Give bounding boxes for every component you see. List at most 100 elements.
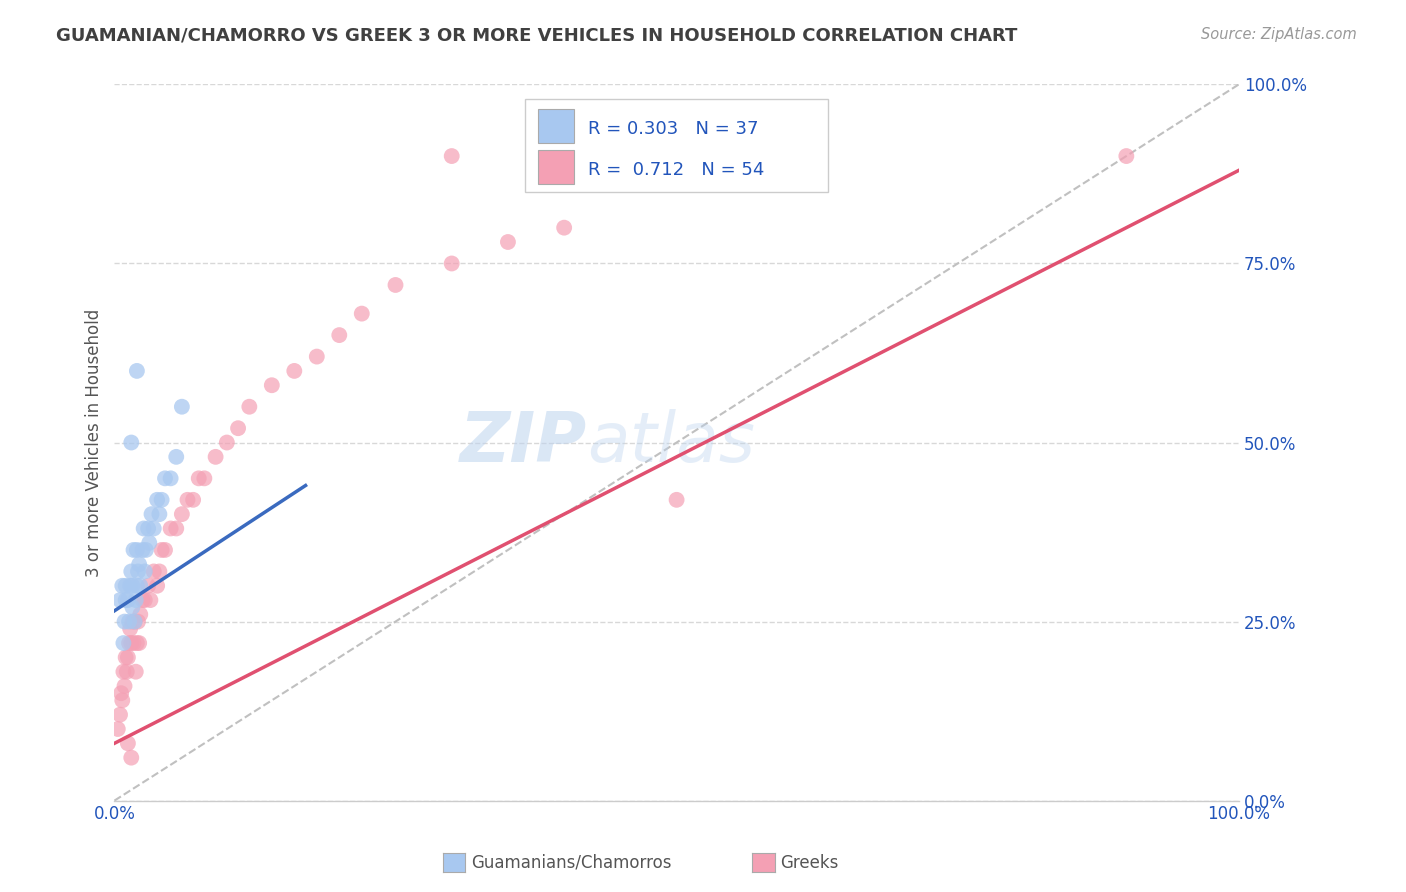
- Point: [148, 507, 170, 521]
- Point: [440, 256, 463, 270]
- Point: [305, 350, 328, 364]
- Point: [129, 607, 152, 622]
- Point: [187, 471, 209, 485]
- Point: [136, 579, 159, 593]
- Point: [142, 521, 165, 535]
- Point: [328, 328, 350, 343]
- Point: [170, 507, 193, 521]
- Point: [125, 636, 148, 650]
- Point: [553, 220, 575, 235]
- Y-axis label: 3 or more Vehicles in Household: 3 or more Vehicles in Household: [86, 309, 103, 576]
- Point: [215, 435, 238, 450]
- Point: [124, 615, 146, 629]
- Point: [114, 593, 136, 607]
- Point: [112, 665, 135, 679]
- Text: atlas: atlas: [586, 409, 755, 476]
- Point: [114, 579, 136, 593]
- Point: [125, 579, 148, 593]
- Point: [118, 636, 141, 650]
- Point: [114, 615, 136, 629]
- Point: [120, 622, 142, 636]
- Point: [440, 149, 463, 163]
- Point: [127, 565, 149, 579]
- Point: [120, 579, 142, 593]
- Point: [122, 636, 145, 650]
- Point: [1115, 149, 1137, 163]
- Text: GUAMANIAN/CHAMORRO VS GREEK 3 OR MORE VEHICLES IN HOUSEHOLD CORRELATION CHART: GUAMANIAN/CHAMORRO VS GREEK 3 OR MORE VE…: [56, 27, 1018, 45]
- Point: [384, 277, 406, 292]
- Point: [117, 650, 139, 665]
- Point: [181, 492, 204, 507]
- Point: [125, 593, 148, 607]
- Point: [110, 686, 132, 700]
- Point: [128, 558, 150, 572]
- Point: [107, 722, 129, 736]
- Point: [141, 507, 163, 521]
- Point: [238, 400, 260, 414]
- Point: [131, 593, 153, 607]
- Point: [496, 235, 519, 249]
- Point: [134, 565, 156, 579]
- Point: [111, 693, 134, 707]
- Text: R = 0.303   N = 37: R = 0.303 N = 37: [588, 120, 758, 137]
- Point: [138, 536, 160, 550]
- Point: [153, 471, 176, 485]
- Point: [193, 471, 215, 485]
- Point: [136, 521, 159, 535]
- Point: [117, 593, 139, 607]
- Point: [146, 579, 169, 593]
- Point: [127, 615, 149, 629]
- Bar: [538, 109, 574, 144]
- Point: [121, 579, 143, 593]
- Point: [120, 435, 142, 450]
- Point: [153, 543, 176, 558]
- Point: [121, 600, 143, 615]
- Point: [120, 750, 142, 764]
- Point: [142, 565, 165, 579]
- Point: [108, 593, 131, 607]
- Text: R =  0.712   N = 54: R = 0.712 N = 54: [588, 161, 763, 178]
- Point: [135, 543, 157, 558]
- Point: [128, 636, 150, 650]
- Point: [148, 565, 170, 579]
- Point: [134, 593, 156, 607]
- Point: [165, 450, 187, 464]
- Point: [114, 650, 136, 665]
- Point: [129, 579, 152, 593]
- Point: [125, 665, 148, 679]
- Point: [665, 492, 688, 507]
- Point: [132, 521, 155, 535]
- Point: [125, 364, 148, 378]
- Point: [117, 736, 139, 750]
- Point: [226, 421, 249, 435]
- FancyBboxPatch shape: [524, 99, 828, 192]
- Point: [150, 492, 173, 507]
- Point: [120, 636, 142, 650]
- Point: [283, 364, 305, 378]
- Text: Source: ZipAtlas.com: Source: ZipAtlas.com: [1201, 27, 1357, 42]
- Text: ZIP: ZIP: [460, 409, 586, 476]
- Point: [260, 378, 283, 392]
- Point: [350, 307, 373, 321]
- Text: Greeks: Greeks: [780, 854, 839, 871]
- Point: [146, 492, 169, 507]
- Point: [112, 636, 135, 650]
- Point: [204, 450, 226, 464]
- Point: [165, 521, 187, 535]
- Text: Guamanians/Chamorros: Guamanians/Chamorros: [471, 854, 672, 871]
- Point: [159, 521, 181, 535]
- Point: [124, 615, 146, 629]
- Point: [131, 543, 153, 558]
- Point: [159, 471, 181, 485]
- Bar: [538, 150, 574, 185]
- Point: [120, 565, 142, 579]
- Point: [170, 400, 193, 414]
- Point: [115, 665, 138, 679]
- Point: [139, 593, 162, 607]
- Point: [176, 492, 198, 507]
- Point: [122, 543, 145, 558]
- Point: [150, 543, 173, 558]
- Point: [121, 615, 143, 629]
- Point: [108, 707, 131, 722]
- Point: [114, 679, 136, 693]
